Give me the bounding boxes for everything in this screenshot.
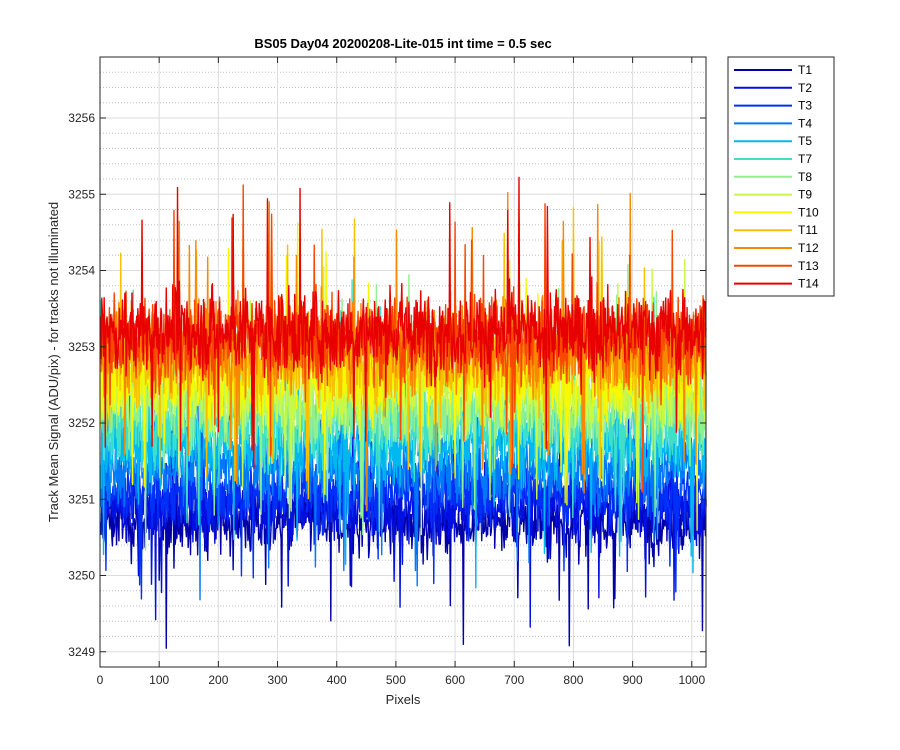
x-tick-label: 100: [149, 673, 169, 687]
legend-label: T8: [798, 170, 812, 184]
legend-label: T3: [798, 99, 812, 113]
y-tick-label: 3250: [68, 569, 95, 583]
x-tick-label: 600: [445, 673, 465, 687]
legend-item-T4[interactable]: T4: [734, 116, 812, 130]
plot-frame: [99, 56, 707, 668]
x-tick-label: 400: [327, 673, 347, 687]
legend-label: T14: [798, 277, 819, 291]
y-tick-label: 3249: [68, 645, 95, 659]
legend-label: T10: [798, 205, 819, 219]
y-tick-label: 3252: [68, 416, 95, 430]
x-tick-label: 900: [623, 673, 643, 687]
y-tick-labels: 3249 3250 3251 3252 3253 3254 3255 3256: [68, 111, 95, 659]
legend-item-T7[interactable]: T7: [734, 152, 812, 166]
legend-item-T11[interactable]: T11: [734, 223, 818, 237]
legend-item-T3[interactable]: T3: [734, 99, 812, 113]
y-tick-label: 3253: [68, 340, 95, 354]
y-tick-label: 3251: [68, 492, 95, 506]
legend-label: T12: [798, 241, 819, 255]
x-tick-label: 700: [504, 673, 524, 687]
x-tick-label: 500: [386, 673, 406, 687]
series-layer: [99, 176, 707, 649]
legend-item-T10[interactable]: T10: [734, 205, 819, 219]
x-axis-label: Pixels: [386, 692, 421, 707]
legend-label: T5: [798, 134, 812, 148]
x-tick-label: 800: [563, 673, 583, 687]
series-line-T14: [99, 176, 707, 469]
x-tick-label: 1000: [678, 673, 705, 687]
legend-item-T1[interactable]: T1: [734, 63, 812, 77]
x-tick-label: 300: [268, 673, 288, 687]
legend-label: T2: [798, 81, 812, 95]
y-tick-label: 3254: [68, 264, 95, 278]
legend[interactable]: T1 T2 T3 T4 T5 T7 T8 T9 T10 T11 T12 T13 T14: [727, 56, 835, 297]
y-axis-label: Track Mean Signal (ADU/pix) - for tracks…: [46, 202, 61, 522]
x-tick-label: 200: [208, 673, 228, 687]
legend-label: T1: [798, 63, 812, 77]
series-line-T4: [99, 336, 707, 601]
y-tick-label: 3256: [68, 111, 95, 125]
tick-marks: [99, 57, 706, 667]
legend-item-T9[interactable]: T9: [734, 188, 812, 202]
y-tick-label: 3255: [68, 187, 95, 201]
legend-item-T5[interactable]: T5: [734, 134, 812, 148]
legend-item-T14[interactable]: T14: [734, 277, 819, 291]
chart-title: BS05 Day04 20200208-Lite-015 int time = …: [254, 36, 551, 51]
legend-item-T8[interactable]: T8: [734, 170, 812, 184]
legend-label: T4: [798, 116, 812, 130]
legend-label: T7: [798, 152, 812, 166]
legend-item-T2[interactable]: T2: [734, 81, 812, 95]
legend-label: T9: [798, 188, 812, 202]
legend-items: T1 T2 T3 T4 T5 T7 T8 T9 T10 T11 T12 T13 T14: [734, 63, 819, 291]
x-tick-label: 0: [97, 673, 104, 687]
legend-item-T13[interactable]: T13: [734, 259, 819, 273]
plot-area: [99, 56, 707, 668]
legend-label: T11: [798, 223, 818, 237]
x-tick-labels: 0 100 200 300 400 500 600 700 800 900 1000: [97, 673, 706, 687]
legend-item-T12[interactable]: T12: [734, 241, 819, 255]
legend-label: T13: [798, 259, 819, 273]
